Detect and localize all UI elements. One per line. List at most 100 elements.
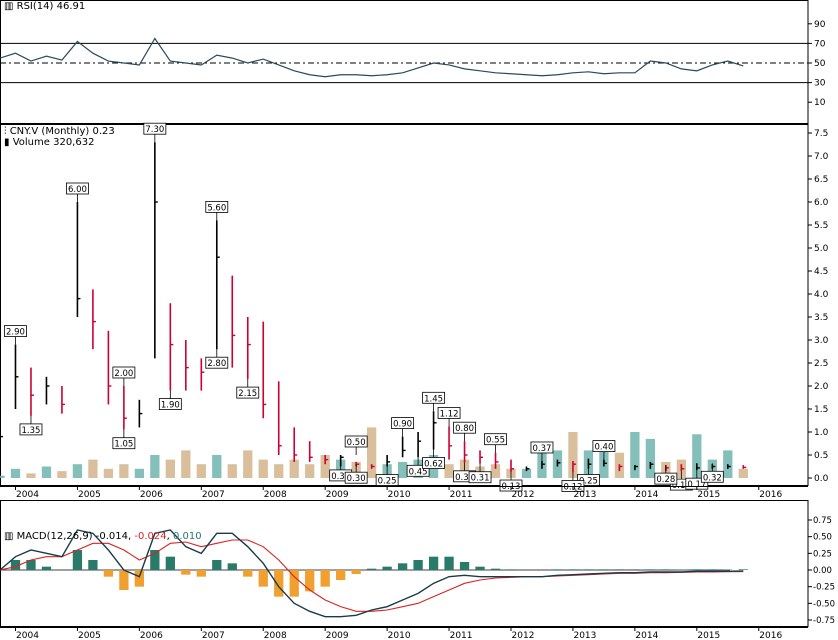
price-bar — [742, 465, 747, 469]
annotation-label: 0.50 — [347, 438, 366, 448]
annotation-label: 0.55 — [486, 436, 505, 446]
rsi-tick-label: 10 — [814, 98, 826, 108]
annotation-box — [437, 407, 461, 419]
price-annotation: 7.30 — [143, 122, 167, 143]
annotation-box — [484, 433, 507, 446]
macd-histogram-bar — [243, 570, 253, 577]
annotation-label: 2.80 — [207, 359, 226, 369]
price-tick-label: 4.5 — [814, 267, 828, 277]
macd-tick-label: -0.50 — [813, 599, 835, 609]
price-frame — [0, 124, 809, 486]
macd-histogram-bar — [258, 570, 268, 587]
macd-tick-label: 0.50 — [813, 533, 832, 543]
macd-histogram-bar — [459, 562, 470, 570]
rsi-icon: ▥ — [4, 1, 14, 12]
volume-bar — [274, 464, 284, 478]
volume-bar — [196, 464, 206, 478]
macd-histogram-bar — [428, 556, 439, 570]
price-bar — [215, 220, 220, 350]
year-label: 2008 — [264, 490, 287, 500]
macd-line — [0, 529, 744, 618]
price-label: CNY.V (Monthly) — [9, 126, 90, 137]
price-annotation: 0.28 — [654, 465, 678, 485]
volume-bar — [630, 432, 640, 478]
year-label: 2016 — [759, 631, 782, 640]
price-annotation: 1.90 — [158, 390, 182, 411]
macd-histogram-bar — [274, 570, 284, 597]
volume-header: ▮ Volume 320,632 — [4, 137, 94, 148]
macd-histogram-bar — [707, 569, 717, 570]
price-bar — [634, 465, 638, 471]
macd-histogram-bar — [351, 570, 361, 574]
price-annotation: 0.50 — [344, 435, 368, 455]
macd-histogram-bar — [41, 566, 52, 570]
volume-bar — [103, 468, 114, 478]
volume-bar — [212, 455, 222, 478]
annotation-box — [422, 391, 445, 404]
price-tick-label: 7.0 — [814, 152, 829, 162]
macd-histogram-bar — [506, 569, 516, 570]
bar-chart-icon: ⫶ — [4, 126, 7, 137]
macd-histogram-bar — [289, 570, 299, 597]
price-annotation: 5.60 — [205, 200, 229, 221]
volume-bar — [57, 471, 67, 478]
annotation-label: 2.90 — [6, 328, 25, 338]
volume-bar — [72, 464, 83, 478]
price-bar — [618, 464, 623, 472]
volume-bar — [150, 455, 160, 478]
macd-histogram-bar — [150, 550, 160, 570]
annotation-box — [112, 366, 136, 379]
annotation-box — [422, 457, 445, 469]
year-label: 2015 — [697, 490, 720, 500]
price-bar — [603, 459, 607, 467]
rsi-tick-label: 70 — [814, 39, 826, 49]
signal-value: -0.024 — [134, 531, 167, 542]
macd-histogram-bar — [181, 570, 191, 575]
year-label: 2010 — [388, 631, 411, 640]
price-annotation: 0.80 — [453, 421, 476, 442]
price-bar — [726, 464, 731, 469]
price-tick-label: 7.5 — [814, 129, 828, 139]
macd-histogram-bar — [305, 570, 315, 592]
price-tick-label: 1.0 — [814, 428, 829, 438]
price-bar — [401, 436, 406, 458]
price-tick-label: 6.5 — [814, 175, 828, 185]
macd-histogram-bar — [692, 569, 702, 570]
price-annotation: 0.32 — [700, 463, 724, 483]
macd-tick-label: 0.00 — [813, 566, 832, 576]
price-annotation: 0.45 — [406, 457, 430, 477]
year-label: 2006 — [140, 490, 163, 500]
year-label: 2006 — [140, 631, 163, 640]
price-bar — [154, 142, 158, 359]
price-bar — [246, 317, 251, 380]
price-tick-label: 3.5 — [814, 313, 828, 323]
price-bar — [386, 455, 391, 467]
price-tick-label: 1.5 — [814, 405, 828, 415]
price-bar — [308, 441, 313, 462]
rsi-value: 46.91 — [56, 1, 86, 12]
volume-bar — [645, 438, 656, 478]
rsi-panel: 90 70 50 30 10 — [0, 0, 826, 124]
macd-histogram-bar — [196, 570, 206, 577]
macd-histogram-bar — [568, 569, 578, 570]
annotation-box — [468, 471, 492, 484]
price-bar — [45, 376, 50, 405]
annotation-label: 0.40 — [594, 443, 613, 453]
macd-tick-label: 0.75 — [813, 516, 832, 526]
rsi-series-line — [0, 37, 744, 78]
volume-bar — [320, 455, 330, 478]
annotation-box — [205, 200, 229, 213]
price-bar — [277, 381, 282, 455]
price-tick-label: 2.5 — [814, 359, 828, 369]
price-annotation: 0.31 — [468, 463, 492, 484]
annotation-box — [592, 440, 616, 453]
price-bar — [463, 441, 468, 463]
price-bar — [30, 367, 34, 416]
volume-bar — [0, 475, 5, 478]
price-bar — [494, 452, 499, 469]
price-bar — [185, 340, 189, 391]
price-tick-label: 4.0 — [814, 290, 829, 300]
rsi-label: RSI(14) — [16, 1, 54, 12]
macd-histogram-bar — [134, 570, 145, 587]
year-label: 2015 — [697, 631, 720, 640]
